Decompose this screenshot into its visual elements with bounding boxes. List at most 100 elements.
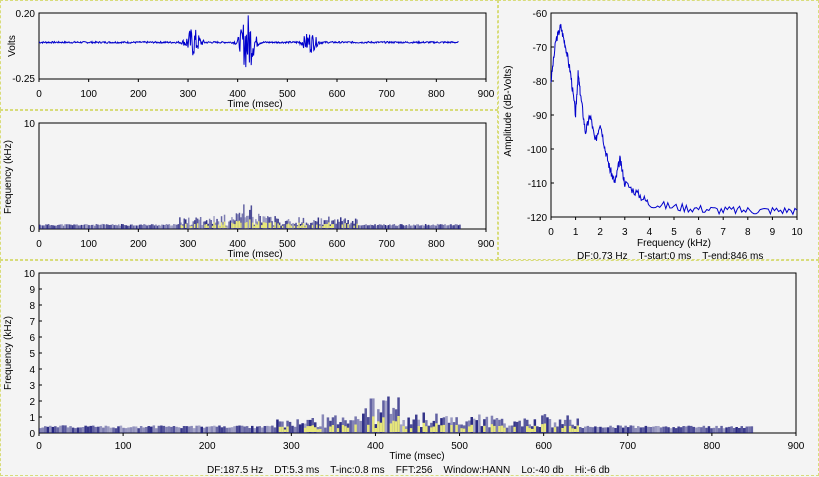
spectrogram-cell bbox=[556, 426, 559, 433]
spectrogram-cell bbox=[692, 426, 695, 433]
spectrogram-hot-cell bbox=[402, 426, 405, 432]
spectrogram-cell bbox=[102, 427, 105, 433]
spectrogram-cell bbox=[104, 224, 107, 229]
spectrogram-cell bbox=[402, 225, 405, 229]
spectrogram-hot-cell bbox=[270, 222, 272, 228]
waveform-chart: 0.20 -0.25 0 100 200 300 400 500 600 700 800 900 … bbox=[7, 9, 495, 110]
spectrogram-cell bbox=[609, 425, 612, 433]
spectrogram-cell bbox=[413, 224, 415, 229]
spectrogram-cell bbox=[213, 425, 216, 433]
y-tick-label: 0.20 bbox=[16, 9, 36, 20]
spectrogram-cell bbox=[340, 217, 342, 229]
spectrogram-cell bbox=[192, 428, 196, 433]
spectrogram-hot-cell bbox=[561, 428, 564, 432]
spectrogram-hot-cell bbox=[301, 225, 303, 228]
spectrogram-cell bbox=[84, 425, 87, 433]
spectrogram-hot-cell bbox=[306, 426, 309, 432]
spectrogram-hot-cell bbox=[404, 429, 408, 432]
spectrogram-cell bbox=[426, 225, 428, 229]
spectrogram-hot-cell bbox=[450, 425, 453, 432]
spectrogram-cell bbox=[114, 428, 118, 433]
spectrogram-hot-cell bbox=[253, 226, 256, 228]
spectrogram-cell bbox=[382, 400, 385, 433]
spectrogram-hot-cell bbox=[354, 424, 357, 432]
spectrogram-cell bbox=[345, 223, 348, 229]
spectrogram-hot-cell bbox=[223, 221, 226, 228]
spectrogram-cell bbox=[707, 426, 711, 433]
spectrogram-hot-cell bbox=[281, 426, 284, 432]
spectrogram-cell bbox=[126, 225, 129, 229]
spectrogram-cell bbox=[745, 426, 748, 433]
spectrogram-cell bbox=[679, 427, 683, 433]
spectrogram-hot-cell bbox=[455, 424, 458, 432]
spectrogram-cell bbox=[351, 420, 355, 433]
spectrogram-cell bbox=[179, 217, 181, 229]
x-tick-label: 2 bbox=[597, 227, 603, 238]
spectrogram-main-footer: DF:187.5 Hz DT:5.3 ms T-inc:0.8 ms FFT:2… bbox=[207, 465, 610, 476]
spectrogram-cell bbox=[67, 224, 69, 229]
spectrogram-hot-cell bbox=[563, 426, 567, 432]
spectrogram-cell bbox=[43, 225, 45, 229]
spectrogram-cell bbox=[258, 426, 261, 433]
spectrogram-hot-cell bbox=[289, 224, 291, 228]
spectrogram-cell bbox=[164, 225, 166, 229]
spectrogram-hot-cell bbox=[319, 429, 322, 432]
spectrogram-hot-cell bbox=[394, 421, 398, 432]
spectrogram-main-xlabel: Time (msec) bbox=[389, 451, 444, 462]
spectrogram-cell bbox=[350, 222, 352, 229]
spectrogram-cell bbox=[339, 422, 342, 433]
spectrogram-cell bbox=[435, 413, 438, 433]
spectrogram-cell bbox=[56, 225, 59, 229]
spectrogram-cell bbox=[405, 225, 407, 229]
spectrogram-cell bbox=[215, 426, 219, 433]
spectrogram-cell bbox=[153, 225, 156, 229]
spectrogram-cell bbox=[360, 225, 363, 229]
spectrogram-cell bbox=[313, 220, 315, 229]
spectrogram-cell bbox=[150, 224, 153, 229]
spectrogram-hot-cell bbox=[470, 424, 473, 432]
spectrogram-cell bbox=[210, 426, 214, 433]
spectrogram-cell bbox=[457, 424, 461, 433]
spectrogram-cell bbox=[414, 225, 416, 229]
spectrogram-hot-cell bbox=[305, 225, 308, 228]
spectrogram-cell bbox=[129, 427, 133, 433]
spectrogram-hot-cell bbox=[460, 428, 463, 432]
spectrogram-hot-cell bbox=[392, 420, 395, 432]
spectrogram-hot-cell bbox=[440, 425, 443, 432]
spectrogram-cell bbox=[176, 224, 178, 229]
spectrogram-hot-cell bbox=[205, 224, 208, 228]
x-tick-label: 100 bbox=[80, 239, 97, 250]
spectrogram-hot-cell bbox=[225, 226, 227, 228]
x-tick-label: 4 bbox=[647, 227, 653, 238]
spectrogram-cell bbox=[229, 220, 232, 229]
spectrogram-hot-cell bbox=[281, 225, 284, 228]
spectrogram-hot-cell bbox=[425, 426, 428, 432]
spectrogram-cell bbox=[604, 427, 607, 433]
spectrogram-cell bbox=[141, 225, 144, 229]
spectrogram-hot-cell bbox=[500, 425, 504, 432]
spectrogram-hot-cell bbox=[422, 422, 425, 432]
spectrogram-cell bbox=[228, 427, 231, 433]
spectrogram-cell bbox=[115, 224, 117, 229]
spectrogram-cell bbox=[732, 428, 736, 433]
spectrogram-hot-cell bbox=[272, 226, 275, 228]
spectrogram-cell bbox=[74, 224, 77, 229]
spectrogram-cell bbox=[368, 225, 370, 229]
spectrogram-cell bbox=[335, 223, 337, 229]
spectrogram-cell bbox=[94, 225, 96, 229]
spectrogram-hot-cell bbox=[217, 224, 220, 228]
spectrogram-cell bbox=[652, 426, 655, 433]
spectrogram-cell bbox=[383, 224, 385, 229]
y-tick-label: 5 bbox=[29, 349, 35, 360]
spectrogram-hot-cell bbox=[256, 224, 258, 228]
spectrogram-cell bbox=[119, 225, 121, 229]
spectrogram-cell bbox=[132, 426, 135, 433]
spectrogram-hot-cell bbox=[293, 225, 296, 228]
spectrogram-hot-cell bbox=[191, 226, 193, 228]
x-tick-label: 100 bbox=[80, 89, 97, 100]
spectrogram-cell bbox=[76, 427, 80, 433]
spectrogram-cell bbox=[145, 427, 148, 433]
spectrogram-cell bbox=[113, 225, 115, 229]
spectrogram-cell bbox=[415, 414, 418, 433]
spectrogram-cell bbox=[267, 216, 269, 229]
